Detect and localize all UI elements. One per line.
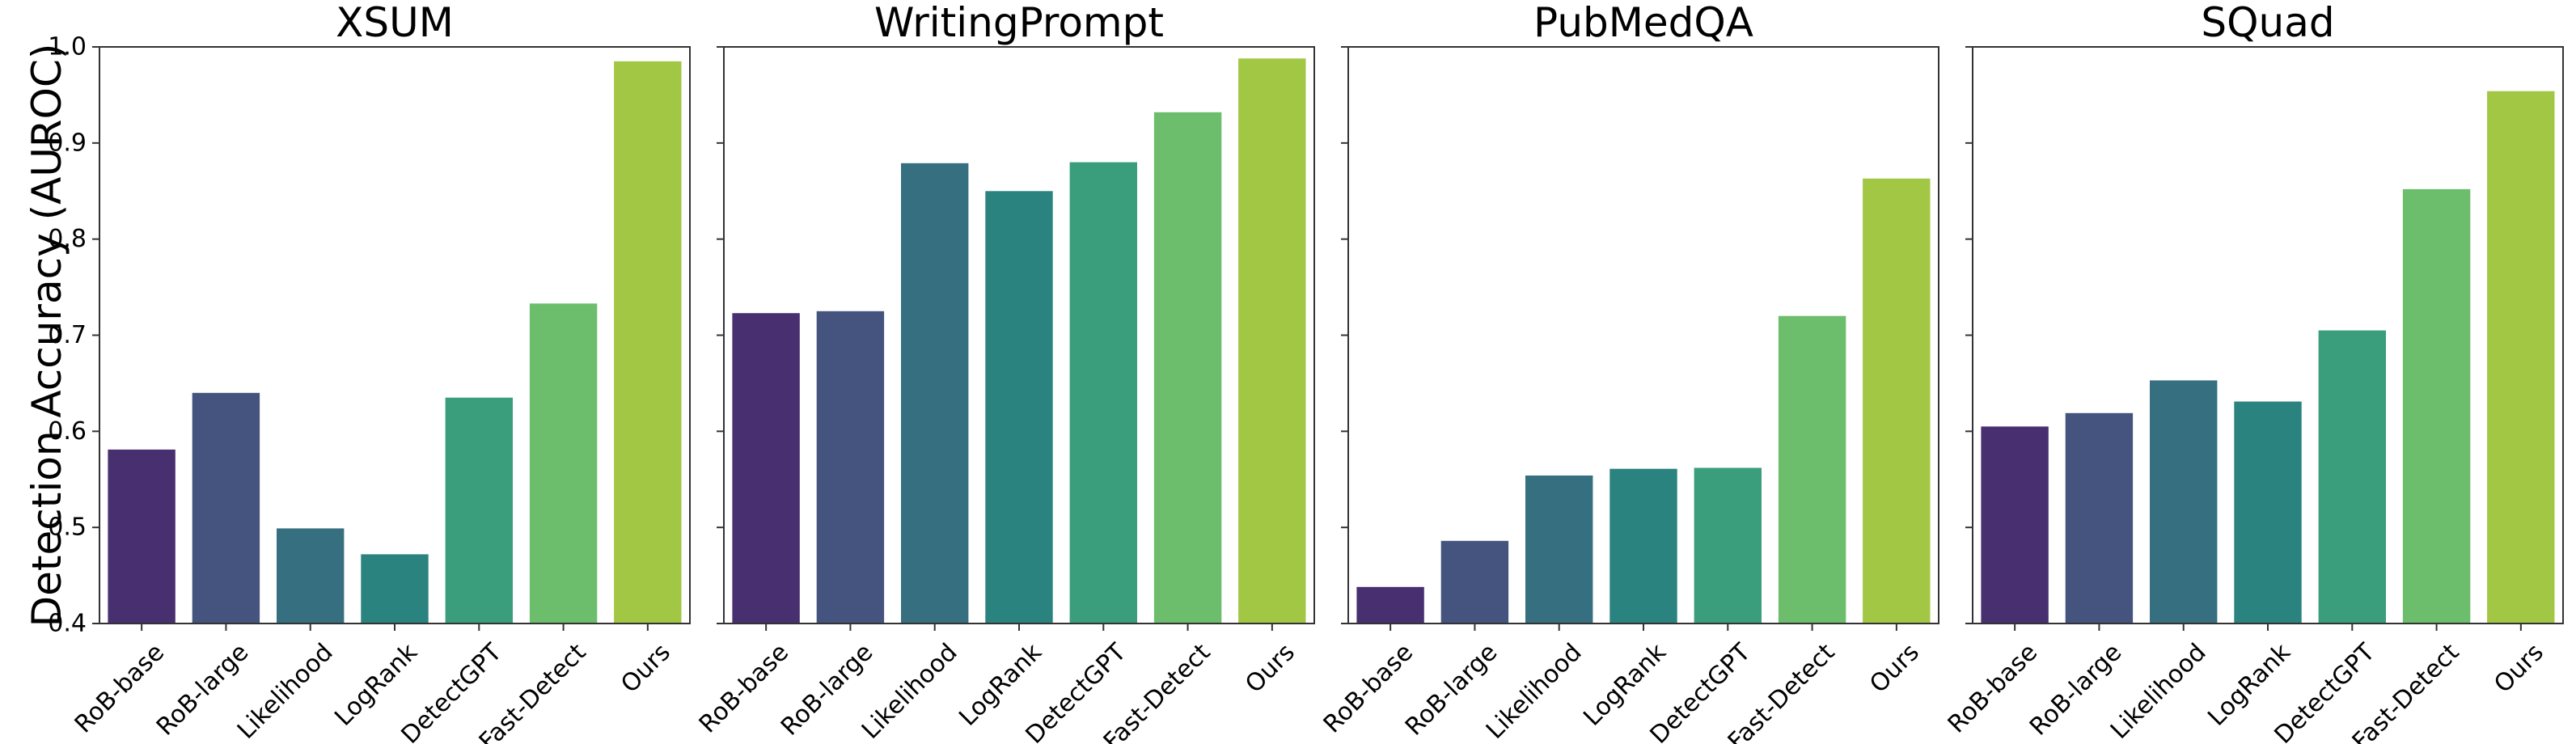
bar-fast-detect [1778,315,1846,624]
bar-fast-detect [529,303,598,624]
bar-rob-large [192,392,260,624]
x-tick-label: Ours [1864,638,1925,699]
panel-pubmedqa: PubMedQARoB-baseRoB-largeLikelihoodLogRa… [1318,0,1939,744]
panel-title: PubMedQA [1533,0,1753,46]
bar-ours [2487,91,2555,624]
bar-ours [614,61,682,624]
bar-rob-large [816,311,885,624]
panel-title: XSUM [336,0,454,46]
bar-ours [1238,58,1306,624]
bar-detectgpt [2318,330,2386,624]
y-axis-label: Detection Accuracy (AUROC) [23,44,70,628]
bar-likelihood [1525,476,1593,624]
bar-rob-large [2065,412,2134,624]
y-tick-label: 0.5 [48,514,87,542]
bar-ours [1863,178,1931,624]
x-tick-label: Ours [2489,638,2549,699]
y-tick-label: 0.7 [48,321,87,349]
bar-detectgpt [1069,162,1137,624]
bar-likelihood [277,528,345,624]
y-tick-label: 0.4 [48,610,87,638]
bar-detectgpt [445,397,513,624]
panel-xsum: XSUM0.40.50.60.70.80.91.0RoB-baseRoB-lar… [48,0,691,744]
x-tick-label: Ours [615,638,676,699]
bar-logrank [2234,401,2302,624]
bar-likelihood [901,163,969,624]
bar-likelihood [2150,380,2218,624]
bar-rob-large [1440,540,1509,624]
bar-fast-detect [2402,188,2471,624]
bar-rob-base [1981,426,2049,624]
panel-squad: SQuadRoB-baseRoB-largeLikelihoodLogRankD… [1943,0,2564,744]
bar-rob-base [108,449,176,624]
panel-title: SQuad [2201,0,2334,46]
panel-writingprompt: WritingPromptRoB-baseRoB-largeLikelihood… [694,0,1315,744]
panel-title: WritingPrompt [874,0,1164,46]
bar-rob-base [1356,586,1424,624]
y-tick-label: 0.6 [48,417,87,446]
bar-detectgpt [1694,467,1762,624]
plot-frame [99,46,691,624]
y-tick-label: 1.0 [48,33,87,61]
bar-logrank [361,554,429,624]
bar-logrank [985,191,1053,624]
bar-fast-detect [1153,112,1222,624]
panels: XSUM0.40.50.60.70.80.91.0RoB-baseRoB-lar… [48,0,2564,744]
x-tick-label: Ours [1240,638,1301,699]
bar-logrank [1609,468,1677,624]
y-tick-label: 0.9 [48,129,87,157]
y-tick-label: 0.8 [48,225,87,253]
bar-rob-base [732,313,800,624]
